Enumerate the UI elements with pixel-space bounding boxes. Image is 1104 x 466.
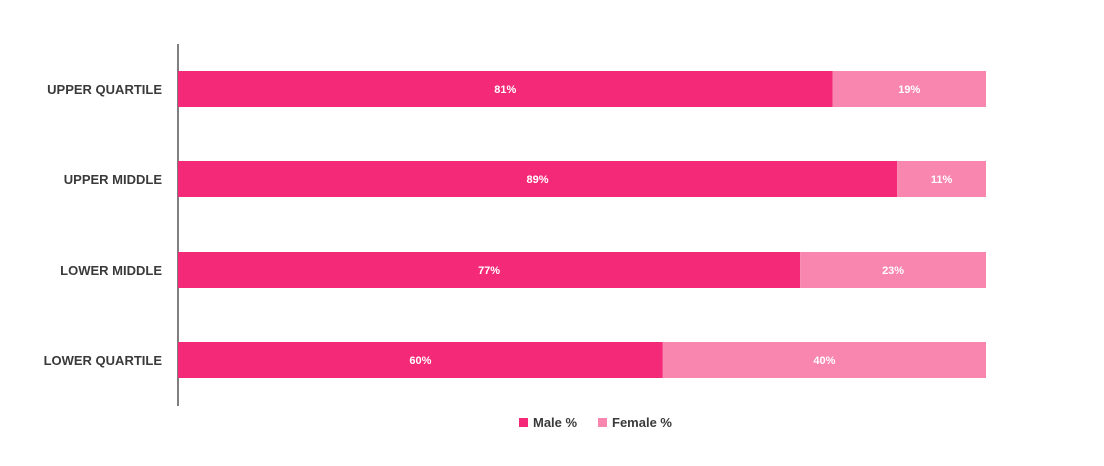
bars-group: 81% 19% 89% 11% 77% 23% 60% 40% <box>178 71 986 378</box>
bar-female-0 <box>832 71 986 107</box>
data-label-male-2: 77% <box>478 265 500 277</box>
legend-label-female: Female % <box>612 415 672 430</box>
bar-male-2 <box>178 252 801 288</box>
data-label-female-3: 40% <box>813 355 835 367</box>
bar-female-2 <box>800 252 986 288</box>
data-label-male-0: 81% <box>494 84 516 96</box>
category-label-3: LOWER QUARTILE <box>44 353 163 368</box>
data-label-female-0: 19% <box>898 84 920 96</box>
legend-swatch-female <box>598 418 607 427</box>
legend: Male % Female % <box>519 415 672 430</box>
bar-female-1 <box>897 161 986 197</box>
bar-male-3 <box>178 342 663 378</box>
category-label-1: UPPER MIDDLE <box>64 172 163 187</box>
data-label-female-2: 23% <box>882 265 904 277</box>
category-label-2: LOWER MIDDLE <box>60 263 162 278</box>
bar-male-0 <box>178 71 833 107</box>
data-label-male-3: 60% <box>409 355 431 367</box>
data-label-male-1: 89% <box>527 174 549 186</box>
category-labels: UPPER QUARTILE UPPER MIDDLE LOWER MIDDLE LO… <box>44 82 163 368</box>
category-label-0: UPPER QUARTILE <box>47 82 162 97</box>
legend-label-male: Male % <box>533 415 578 430</box>
bar-female-3 <box>662 342 986 378</box>
legend-swatch-male <box>519 418 528 427</box>
bar-male-1 <box>178 161 898 197</box>
data-label-female-1: 11% <box>931 174 953 186</box>
